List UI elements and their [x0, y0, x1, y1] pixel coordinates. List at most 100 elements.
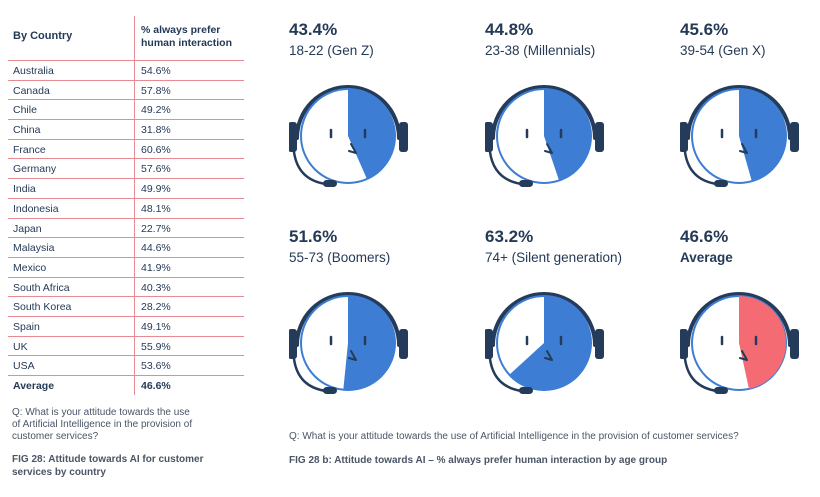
- pie-slice: [348, 89, 396, 180]
- right-ear-cup: [595, 122, 604, 152]
- country-name: South Africa: [13, 281, 70, 294]
- left-question-line-2: of Artificial Intelligence in the provis…: [12, 419, 193, 430]
- age-group-chart: 46.6% Average: [680, 227, 820, 394]
- pie-slice: [343, 296, 396, 390]
- group-label: 23-38 (Millennials): [485, 43, 596, 58]
- country-value: 48.1%: [134, 198, 244, 218]
- country-name: USA: [13, 360, 35, 373]
- table-row: Canada 57.8%: [8, 80, 244, 101]
- country-value: 22.7%: [134, 218, 244, 238]
- table-row: UK 55.9%: [8, 336, 244, 357]
- table-row: Mexico 41.9%: [8, 257, 244, 278]
- table-header: By Country % always prefer human interac…: [8, 16, 244, 61]
- group-label: 74+ (Silent generation): [485, 250, 622, 265]
- country-name: France: [13, 143, 46, 156]
- table-body: Australia 54.6% Canada 57.8% Chile 49.2% China…: [8, 61, 244, 395]
- country-value: 49.2%: [134, 100, 244, 120]
- microphone-icon: [519, 180, 533, 187]
- header-value-line-1: % always prefer: [141, 24, 221, 36]
- nose-mark: [739, 143, 748, 154]
- left-ear-cup: [485, 122, 493, 152]
- microphone-icon: [323, 387, 337, 394]
- headset-pie: [289, 292, 408, 394]
- left-question-line-1: Q: What is your attitude towards the use: [12, 407, 190, 418]
- nose-mark: [348, 350, 357, 361]
- age-group-chart: 45.6% 39-54 (Gen X): [680, 20, 820, 187]
- table-row: Japan 22.7%: [8, 218, 244, 239]
- percent-label: 43.4%: [289, 20, 338, 39]
- table-row: India 49.9%: [8, 179, 244, 199]
- group-label: Average: [680, 250, 733, 265]
- percent-label: 45.6%: [680, 20, 729, 39]
- country-name: Average: [13, 380, 55, 392]
- left-question: Q: What is your attitude towards the use…: [12, 407, 192, 443]
- left-ear-cup: [289, 329, 297, 359]
- headset-pie: [289, 85, 408, 187]
- left-question-line-3: customer services?: [12, 431, 99, 442]
- nose-mark: [544, 143, 553, 154]
- headset-pie: [485, 292, 604, 394]
- table-row: Germany 57.6%: [8, 159, 244, 180]
- left-caption-line-2: services by country: [12, 466, 106, 478]
- table-row: Chile 49.2%: [8, 100, 244, 121]
- microphone-boom: [292, 357, 328, 393]
- microphone-boom: [292, 150, 328, 186]
- microphone-icon: [714, 180, 728, 187]
- group-label: 39-54 (Gen X): [680, 43, 766, 58]
- country-value: 44.6%: [134, 238, 244, 257]
- right-figure-caption: FIG 28 b: Attitude towards AI – % always…: [289, 455, 668, 466]
- table-row: South Korea 28.2%: [8, 297, 244, 317]
- nose-mark: [348, 143, 357, 154]
- country-value: 40.3%: [134, 277, 244, 297]
- table-row: South Africa 40.3%: [8, 277, 244, 298]
- pie-slice: [544, 89, 591, 181]
- country-value: 46.6%: [134, 376, 244, 395]
- country-table: By Country % always prefer human interac…: [8, 16, 244, 395]
- country-value: 55.9%: [134, 336, 244, 356]
- country-name: Japan: [13, 222, 42, 235]
- table-row: France 60.6%: [8, 139, 244, 160]
- table-row: China 31.8%: [8, 120, 244, 140]
- country-name: UK: [13, 340, 28, 353]
- group-label: 55-73 (Boomers): [289, 250, 391, 265]
- country-value: 60.6%: [134, 139, 244, 159]
- country-name: China: [13, 124, 41, 137]
- right-ear-cup: [399, 329, 408, 359]
- table-row: Malaysia 44.6%: [8, 238, 244, 258]
- pie-slice: [739, 89, 787, 182]
- country-value: 31.8%: [134, 120, 244, 139]
- table-row: USA 53.6%: [8, 356, 244, 376]
- left-ear-cup: [289, 122, 297, 152]
- header-country: By Country: [13, 30, 73, 42]
- microphone-icon: [714, 387, 728, 394]
- headset-band: [295, 85, 401, 140]
- country-name: South Korea: [13, 301, 72, 314]
- left-caption-line-1: FIG 28: Attitude towards AI for customer: [12, 454, 204, 465]
- table-row: Australia 54.6%: [8, 61, 244, 81]
- right-ear-cup: [790, 122, 799, 152]
- country-value: 41.9%: [134, 257, 244, 277]
- table-row: Spain 49.1%: [8, 316, 244, 337]
- table-row: Average 46.6%: [8, 376, 244, 395]
- headset-band: [686, 292, 792, 347]
- headset-band: [686, 85, 792, 140]
- country-value: 57.6%: [134, 159, 244, 179]
- header-value-line-2: human interaction: [141, 37, 233, 49]
- percent-label: 46.6%: [680, 227, 729, 246]
- pie-slice: [509, 296, 592, 390]
- group-label: 18-22 (Gen Z): [289, 43, 374, 58]
- table-row: Indonesia 48.1%: [8, 198, 244, 219]
- microphone-boom: [488, 357, 524, 393]
- country-value: 28.2%: [134, 297, 244, 316]
- percent-label: 44.8%: [485, 20, 534, 39]
- headset-pie: [680, 85, 799, 187]
- age-group-chart: 44.8% 23-38 (Millennials): [485, 20, 635, 187]
- microphone-icon: [519, 387, 533, 394]
- headset-band: [491, 85, 597, 140]
- percent-label: 63.2%: [485, 227, 534, 246]
- nose-mark: [544, 350, 553, 361]
- country-name: Spain: [13, 320, 40, 333]
- microphone-boom: [683, 150, 719, 186]
- header-value: % always prefer human interaction: [134, 16, 244, 60]
- left-ear-cup: [485, 329, 493, 359]
